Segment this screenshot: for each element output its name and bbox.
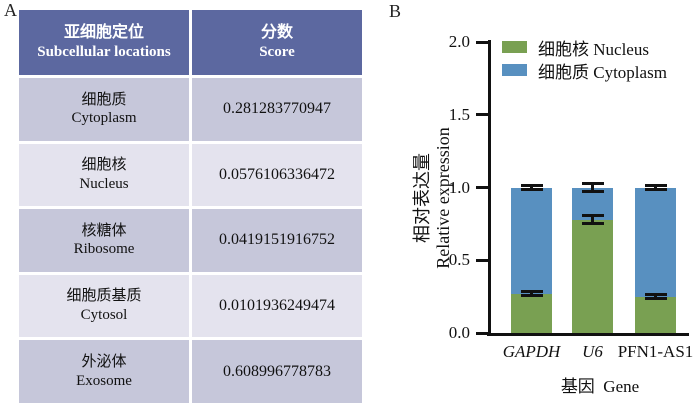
bar-segment-nucleus-U6 <box>572 219 613 333</box>
bar-segment-nucleus-GAPDH <box>511 293 552 333</box>
location-name-zh: 细胞质 <box>81 91 127 108</box>
score-value: 0.608996778783 <box>223 362 331 380</box>
y-tick-label: 1.5 <box>448 104 470 124</box>
y-tick-mark <box>476 331 488 335</box>
y-tick-label: 2.0 <box>448 32 470 51</box>
table-header-location-zh: 亚细胞定位 <box>63 24 144 42</box>
error-bar-total-U6-cap-bottom <box>581 190 604 194</box>
y-tick-mark <box>476 40 488 44</box>
table-row-score: 0.608996778783 <box>192 340 362 403</box>
location-name-zh: 核糖体 <box>81 222 127 239</box>
table-row-score: 0.0576106336472 <box>192 143 362 207</box>
table-row-score: 0.0419151916752 <box>192 209 362 272</box>
score-value: 0.0419151916752 <box>219 231 335 249</box>
panel-a-label: A <box>4 0 17 20</box>
error-bar-total-GAPDH-stem <box>530 185 533 190</box>
table-header-location: 亚细胞定位 Subcellular locations <box>19 10 189 75</box>
score-value: 0.0101936249474 <box>219 297 335 315</box>
legend-item-nucleus: 细胞核 Nucleus <box>502 37 667 59</box>
legend-label-nucleus: 细胞核 Nucleus <box>538 39 649 59</box>
location-name-en: Nucleus <box>79 175 129 192</box>
error-bar-nucleus-U6-cap-top <box>581 214 604 218</box>
table-header-score: 分数 Score <box>192 10 362 75</box>
location-name-zh: 外泌体 <box>81 353 127 370</box>
table-row-location: 外泌体 Exosome <box>19 340 189 403</box>
table-row-score: 0.281283770947 <box>192 78 362 141</box>
table-row-location: 细胞核 Nucleus <box>19 143 189 207</box>
x-axis-title: 基因 Gene <box>560 377 640 396</box>
legend-swatch-cytoplasm-icon <box>502 64 527 76</box>
bar-segment-nucleus-PFN1-AS1 <box>635 296 676 333</box>
error-bar-total-GAPDH-cap-top <box>520 183 543 187</box>
y-axis-title: 相对表达量 Relative expression <box>412 127 454 268</box>
error-bar-total-PFN1-AS1-stem <box>654 185 657 190</box>
bar-segment-cytoplasm-GAPDH <box>511 187 552 294</box>
y-axis-line <box>488 40 491 336</box>
error-bar-nucleus-PFN1-AS1-cap-top <box>644 292 667 296</box>
x-tick-label-GAPDH: GAPDH <box>502 342 561 361</box>
location-name-en: Cytoplasm <box>71 110 137 127</box>
bar-segment-cytoplasm-U6 <box>572 187 613 220</box>
error-bar-total-U6-stem <box>591 183 594 192</box>
location-name-en: Ribosome <box>73 241 135 258</box>
x-tick-label-U6: U6 <box>582 342 603 361</box>
table-header-score-zh: 分数 <box>260 24 293 42</box>
y-tick-label: 1.0 <box>448 177 470 197</box>
error-bar-nucleus-PFN1-AS1-stem <box>654 294 657 299</box>
error-bar-nucleus-PFN1-AS1-cap-bottom <box>644 297 667 301</box>
table-header-location-en: Subcellular locations <box>37 44 171 61</box>
x-tick-label-PFN1-AS1: PFN1-AS1 <box>617 342 694 361</box>
table-row-location: 核糖体 Ribosome <box>19 209 189 272</box>
subcellular-location-table: 亚细胞定位 Subcellular locations 分数 Score 细胞质 Cyto… <box>19 10 362 403</box>
score-value: 0.281283770947 <box>223 100 331 118</box>
table-row-location: 细胞质基质 Cytosol <box>19 274 189 338</box>
y-axis-title-zh: 相对表达量 <box>412 153 432 243</box>
score-value: 0.0576106336472 <box>219 165 335 183</box>
error-bar-nucleus-GAPDH-stem <box>530 291 533 296</box>
error-bar-total-PFN1-AS1-cap-bottom <box>644 187 667 191</box>
location-name-en: Cytosol <box>80 307 128 324</box>
error-bar-nucleus-U6-stem <box>591 215 594 224</box>
table-row-score: 0.0101936249474 <box>192 274 362 338</box>
location-name-en: Exosome <box>76 372 132 389</box>
location-name-zh: 细胞核 <box>81 157 127 174</box>
y-axis-title-en: Relative expression <box>433 127 453 269</box>
error-bar-nucleus-GAPDH-cap-top <box>520 290 543 294</box>
legend-swatch-nucleus-icon <box>502 41 527 53</box>
legend-label-cytoplasm: 细胞质 Cytoplasm <box>538 62 667 82</box>
bar-segment-cytoplasm-PFN1-AS1 <box>635 187 676 297</box>
error-bar-total-PFN1-AS1-cap-top <box>644 184 667 188</box>
location-name-zh: 细胞质基质 <box>66 288 142 305</box>
y-tick-mark <box>476 186 488 189</box>
error-bar-total-GAPDH-cap-bottom <box>520 188 543 192</box>
y-tick-label: 0.5 <box>448 250 470 270</box>
panel-b-label: B <box>389 1 402 21</box>
x-axis-line <box>487 333 689 336</box>
table-header-score-en: Score <box>259 44 295 61</box>
y-tick-label: 0.0 <box>448 323 470 342</box>
legend-item-cytoplasm: 细胞质 Cytoplasm <box>502 60 667 82</box>
y-tick-mark <box>476 113 488 117</box>
error-bar-total-U6-cap-top <box>581 181 604 185</box>
error-bar-nucleus-U6-cap-bottom <box>581 221 604 225</box>
y-tick-mark <box>476 258 488 262</box>
error-bar-nucleus-GAPDH-cap-bottom <box>520 294 543 298</box>
chart-legend: 细胞核 Nucleus 细胞质 Cytoplasm <box>502 37 667 83</box>
table-row-location: 细胞质 Cytoplasm <box>19 78 189 141</box>
